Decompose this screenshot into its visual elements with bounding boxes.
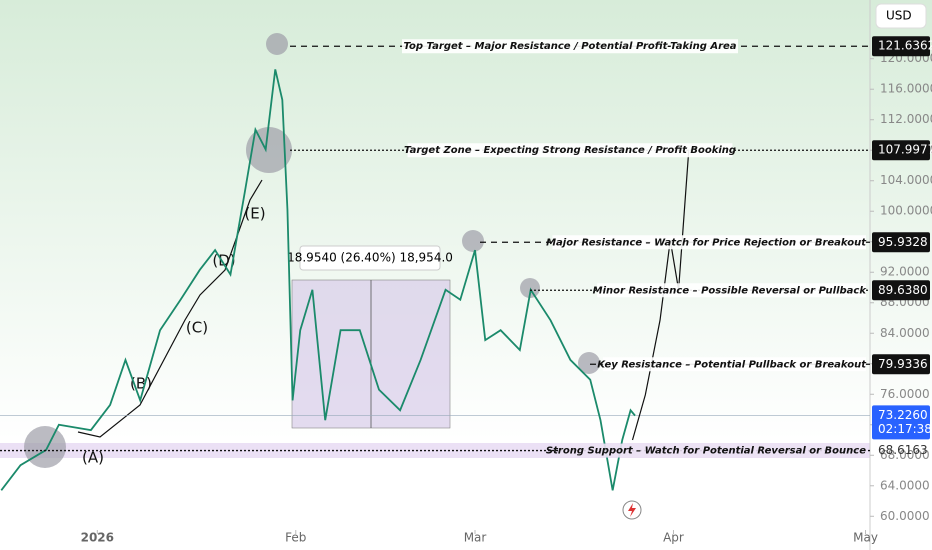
level-text: Strong Support – Watch for Potential Rev… <box>546 446 866 457</box>
wave-label: (C) <box>186 319 208 337</box>
level-text-bg <box>407 143 733 158</box>
y-tick-label: 64.0000 <box>880 478 930 492</box>
level-price: 89.6380 <box>878 283 928 297</box>
level-text-bg <box>402 39 738 54</box>
highlight-circles <box>24 33 600 468</box>
level-price-box <box>872 280 930 301</box>
countdown: 02:17:38 <box>878 422 932 436</box>
currency[interactable]: USD <box>886 9 912 23</box>
y-tick-label: 104.0000 <box>880 173 932 187</box>
level-price: 107.9977 <box>878 143 932 157</box>
x-tick-label: Feb <box>285 531 306 545</box>
level-price-box <box>872 354 930 375</box>
wave-path <box>77 179 263 438</box>
y-tick-label: 112.0000 <box>880 112 932 126</box>
level-text: Target Zone – Expecting Strong Resistanc… <box>404 145 736 156</box>
level-price: 68.6163 <box>878 443 928 457</box>
level-price-box <box>872 140 930 161</box>
wave-label: (E) <box>244 205 265 223</box>
wave-label: (A) <box>82 449 104 467</box>
currency-button[interactable] <box>875 3 927 29</box>
level-price: 95.9328 <box>878 235 928 249</box>
level-text: Top Target – Major Resistance / Potentia… <box>403 41 736 52</box>
y-tick-label: 116.0000 <box>880 82 932 96</box>
x-tick-label: Mar <box>464 531 487 545</box>
y-tick-label: 76.0000 <box>880 387 930 401</box>
current-price-box <box>872 405 930 440</box>
y-tick-label: 100.0000 <box>880 204 932 218</box>
level-text: Major Resistance – Watch for Price Rejec… <box>546 237 867 248</box>
event-icon-bolt <box>628 503 636 517</box>
current-price: 73.2260 <box>878 408 928 422</box>
level-text-bg <box>597 283 866 298</box>
level-text-bg <box>552 235 866 250</box>
measure-tooltip <box>299 245 441 271</box>
x-tick-label: Apr <box>663 531 684 545</box>
level-text: Minor Resistance – Possible Reversal or … <box>593 285 868 296</box>
level-text-bg <box>602 357 866 372</box>
y-tick-label: 68.0000 <box>880 448 930 462</box>
y-tick-label: 84.0000 <box>880 326 930 340</box>
level-price: 121.6362 <box>878 39 932 53</box>
level-price-box <box>872 36 930 57</box>
level-text: Key Resistance – Potential Pullback or B… <box>597 359 867 370</box>
measure-label: 18.9540 (26.40%) 18,954.0 <box>287 251 453 265</box>
price-line <box>631 149 690 441</box>
y-tick-label: 92.0000 <box>880 265 930 279</box>
level-price: 79.9336 <box>878 357 928 371</box>
price-line <box>0 69 636 491</box>
x-tick-label: May <box>853 531 878 545</box>
y-tick-label: 60.0000 <box>880 509 930 523</box>
x-tick-label: 2026 <box>81 531 114 545</box>
level-text-bg <box>558 443 866 458</box>
level-price-box <box>872 232 930 253</box>
